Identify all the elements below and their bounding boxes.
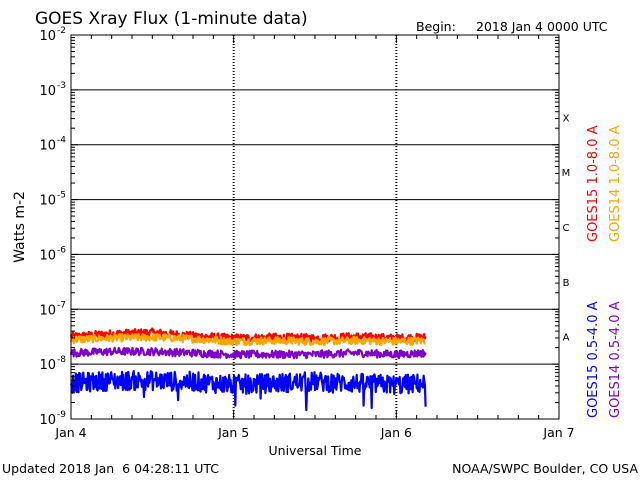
- legend-entry-long-0: GOES15 1.0-8.0 A: [586, 125, 601, 242]
- x-tick-label: Jan 4: [54, 425, 86, 440]
- y-tick-label: 10: [39, 358, 56, 373]
- y-tick-label: 10: [39, 84, 56, 99]
- legend-entry-short-0: GOES15 0.5-4.0 A: [586, 301, 601, 418]
- y-tick-exponent: -6: [57, 245, 66, 255]
- x-tick-label: Jan 5: [217, 425, 249, 440]
- x-axis-label: Universal Time: [269, 443, 362, 458]
- series-line-1: [69, 332, 426, 347]
- y-tick-label: 10: [39, 29, 56, 44]
- flare-class-label: M: [562, 168, 571, 179]
- y-tick-exponent: -4: [57, 136, 66, 146]
- y-tick-label: 10: [39, 303, 56, 318]
- y-tick-exponent: -2: [57, 26, 66, 36]
- begin-value: 2018 Jan 4 0000 UTC: [476, 19, 608, 34]
- y-tick-label: 10: [39, 139, 56, 154]
- plot-frame: [70, 34, 560, 420]
- y-tick-label: 10: [39, 194, 56, 209]
- updated-timestamp: Updated 2018 Jan 6 04:28:11 UTC: [2, 461, 219, 476]
- legend-entry-long-1: GOES14 1.0-8.0 A: [608, 125, 623, 242]
- legend: GOES15 1.0-8.0 A GOES14 1.0-8.0 A GOES15 0…: [586, 125, 623, 418]
- x-tick-label: Jan 6: [380, 425, 412, 440]
- y-axis: 10-910-810-710-610-510-410-310-2: [39, 26, 559, 428]
- plot-grid: [71, 35, 559, 419]
- flare-class-label: B: [563, 278, 570, 289]
- series-line-2: [69, 346, 427, 360]
- begin-label: Begin:: [416, 19, 456, 34]
- chart-title: GOES Xray Flux (1-minute data): [35, 9, 308, 29]
- series-line-0: [69, 327, 427, 343]
- y-tick-exponent: -9: [57, 410, 66, 420]
- flare-class-label: A: [563, 333, 570, 344]
- series-layer: [69, 327, 427, 412]
- flare-class-label: C: [563, 223, 570, 234]
- x-axis: Jan 4 Jan 5 Jan 6 Jan 7: [54, 35, 575, 440]
- flare-class-labels: A B C M X: [562, 113, 571, 343]
- y-tick-label: 10: [39, 413, 56, 428]
- flare-class-label: X: [563, 113, 570, 124]
- y-axis-label: Watts m-2: [12, 191, 28, 263]
- y-tick-exponent: -7: [57, 300, 66, 310]
- legend-entry-short-1: GOES14 0.5-4.0 A: [608, 301, 623, 418]
- credit-text: NOAA/SWPC Boulder, CO USA: [452, 461, 638, 476]
- y-tick-exponent: -5: [57, 191, 66, 201]
- y-tick-label: 10: [39, 248, 56, 263]
- y-tick-exponent: -8: [57, 355, 66, 365]
- y-tick-exponent: -3: [57, 81, 66, 91]
- x-tick-label: Jan 7: [542, 425, 574, 440]
- series-line-3: [70, 370, 427, 412]
